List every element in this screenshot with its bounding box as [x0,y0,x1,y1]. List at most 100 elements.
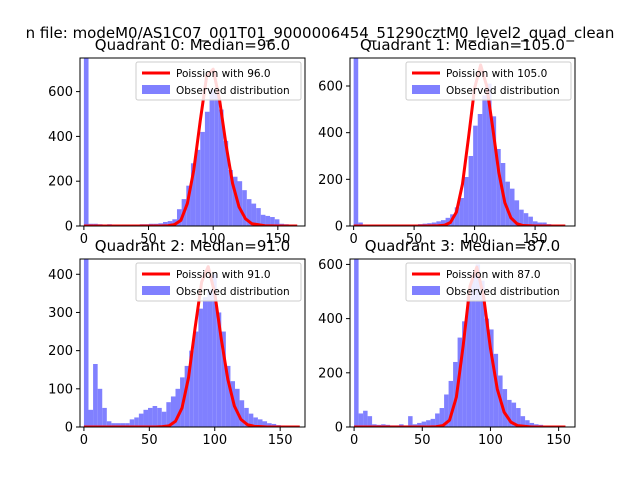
x-tick-label: 50 [140,232,157,247]
histogram-bar [189,350,194,427]
x-tick-label: 100 [478,433,503,448]
histogram-bar [363,410,368,427]
histogram-bar [459,198,464,226]
histogram-bar [228,170,233,226]
histogram-bar [239,400,245,427]
histogram-bar [83,259,89,427]
histogram-bar [436,221,441,226]
y-tick-label: 0 [65,220,73,235]
histogram-bar [493,353,499,427]
histogram-bar [246,199,252,226]
histogram-bar [200,131,205,226]
histogram-bar [431,222,437,226]
legend-label: Observed distribution [446,286,560,298]
histogram-bar [426,420,431,427]
histogram-bar [221,331,226,427]
histogram-bar [172,219,177,226]
histogram-bar [260,214,266,226]
histogram-bar [190,163,196,226]
histogram-bar [163,221,168,226]
histogram-bar [430,418,436,427]
histogram-bars [83,58,299,226]
histogram-bar [143,409,149,427]
legend-label: Observed distribution [176,85,290,97]
histogram-bar [421,421,427,427]
y-tick-label: 400 [48,268,73,283]
histogram-bar [463,177,469,226]
histogram-bar [491,116,497,226]
x-tick-label: 100 [462,232,487,247]
subplot-title: Quadrant 2: Median=91.0 [95,237,290,255]
legend-box [135,61,302,101]
legend-label: Poission with 96.0 [176,68,271,80]
histogram-bar [167,221,173,226]
histogram-bar [129,419,135,427]
legend-label: Poission with 105.0 [446,68,547,80]
histogram-bar [353,58,359,226]
histogram-bar [148,407,153,427]
histogram-bar [542,222,547,226]
histogram-bar [468,156,474,226]
legend-box [405,61,572,101]
y-tick-label: 0 [65,421,73,436]
histogram-bar [257,419,263,427]
histogram-bar [186,185,191,226]
histogram-bar [225,365,231,427]
x-tick-label: 50 [141,433,158,448]
histogram-bar [232,176,238,226]
x-tick-label: 50 [406,232,423,247]
histogram-bar [83,58,89,226]
axes-frame [349,57,576,227]
histogram-bar [193,331,199,427]
histogram-bar [97,388,103,427]
y-tick-label: 600 [48,85,73,100]
y-tick-label: 300 [48,306,73,321]
histogram-bar [528,216,533,226]
y-tick-label: 200 [48,344,73,359]
y-tick-label: 100 [48,382,73,397]
axes-frame [349,258,576,428]
histogram-bar [519,209,524,226]
histogram-bar [267,423,272,427]
histogram-bar [207,289,213,427]
subplot-title: Quadrant 3: Median=87.0 [365,237,560,255]
subplot-1: 0 50 100 150 0 200 400 600 Quadrant 1: Median=10… [318,36,576,247]
histogram-bar [537,222,543,226]
histogram-bar [502,389,508,427]
histogram-bar [184,365,190,427]
histogram-bar [125,423,130,427]
histogram-bar [520,416,526,427]
histogram-bar [218,109,224,226]
histogram-bar [262,421,268,427]
histogram-bar [466,296,472,427]
histogram-bar [214,93,219,226]
x-tick-label: 0 [350,433,358,448]
histogram-bar [248,413,254,427]
histogram-bar [166,402,171,427]
y-tick-label: 400 [318,312,343,327]
x-tick-label: 100 [202,433,227,448]
histogram-bar [102,407,107,427]
histogram-bar [138,413,144,427]
histogram-bar [204,111,210,226]
legend: Poission with 87.0 Observed distribution [405,262,572,302]
histogram-bar [484,318,490,427]
histogram-bar [152,406,158,427]
histogram-bar [440,220,446,226]
histogram-bar [525,420,530,427]
histogram-bar [417,422,422,427]
legend-box [135,262,302,302]
histogram-bar [265,215,271,226]
histogram-bar [454,207,460,226]
histogram-bar [532,221,538,226]
subplot-title: Quadrant 1: Median=105.0 [360,36,565,54]
histogram-bar [507,399,512,427]
histogram-bar [274,219,280,226]
histogram-bar [473,125,478,226]
x-tick-label: 150 [523,232,548,247]
subplot-title: Quadrant 0: Median=96.0 [95,36,290,54]
histogram-bar [120,423,126,427]
y-tick-label: 600 [318,258,343,273]
y-tick-label: 400 [48,130,73,145]
figure-suptitle: n file: modeM0/AS1C07_001T01_9000006454_… [26,24,615,43]
